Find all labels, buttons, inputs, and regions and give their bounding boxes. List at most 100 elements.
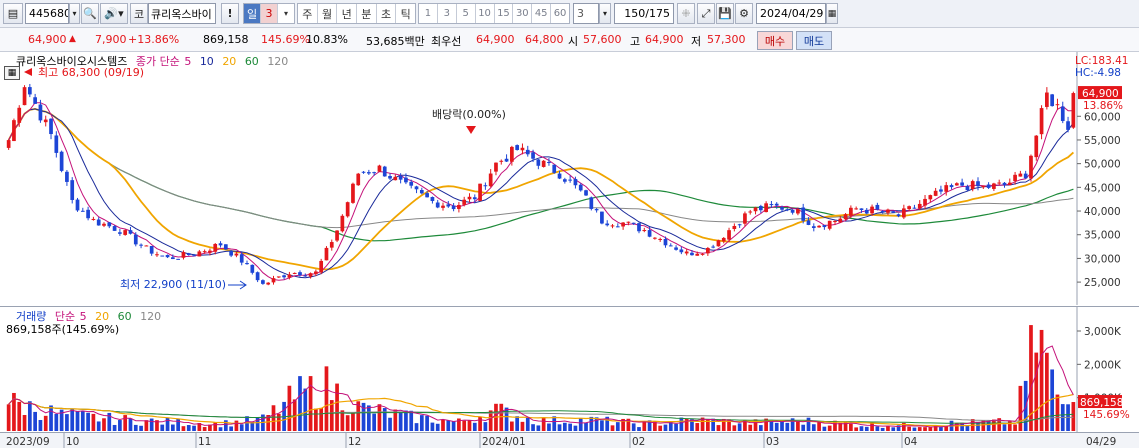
- volume-bar: [1018, 385, 1023, 431]
- date-field[interactable]: 2024/04/29: [756, 3, 826, 24]
- candle-body: [1055, 104, 1060, 106]
- candle-body: [721, 237, 726, 242]
- volume-bar: [536, 425, 541, 431]
- volume-bar: [743, 420, 747, 431]
- volume-bar: [674, 423, 678, 431]
- candle-body: [600, 211, 604, 224]
- candle-body: [674, 247, 678, 250]
- date-axis-label: 2024/01: [482, 436, 526, 448]
- period-dropdown-icon[interactable]: ▾: [283, 9, 288, 18]
- interval-60[interactable]: 60: [553, 8, 567, 19]
- candle-body: [510, 146, 514, 162]
- volume-bar: [483, 422, 488, 431]
- chart-calendar-icon[interactable]: ▦: [4, 66, 20, 80]
- volume-bar: [149, 418, 154, 431]
- interval-5[interactable]: 5: [457, 4, 476, 23]
- candle-body: [65, 171, 69, 182]
- volume-bar: [774, 422, 779, 431]
- interval-input[interactable]: 3: [573, 3, 599, 24]
- volume-bar: [308, 376, 313, 431]
- daily-multiplier[interactable]: 3: [261, 4, 278, 23]
- volume-bar: [186, 425, 191, 431]
- tab-weekly[interactable]: 주: [298, 4, 318, 23]
- volume-bar: [218, 427, 223, 431]
- price-pane[interactable]: 25,000 30,000 35,000 40,000 45,000 50,000 55,0…: [0, 52, 1139, 305]
- interval-45[interactable]: 45: [532, 4, 552, 23]
- crosshair-icon[interactable]: ⁜: [677, 3, 695, 24]
- sell-button[interactable]: 매도: [796, 31, 832, 50]
- high-note: 최고 68,300 (09/19): [38, 66, 144, 79]
- code-dropdown-icon[interactable]: ▾: [69, 3, 80, 24]
- tab-tick[interactable]: 틱: [400, 7, 411, 21]
- candle-body: [149, 246, 154, 254]
- trend-line-icon[interactable]: ⤢: [697, 3, 715, 24]
- calendar-icon[interactable]: ▦: [826, 3, 838, 24]
- stock-code-input[interactable]: 445680: [25, 3, 69, 24]
- volume-bar: [515, 416, 520, 431]
- candle-body: [91, 218, 96, 220]
- candle-body: [356, 173, 361, 186]
- volume-speaker-icon[interactable]: 🔊▾: [100, 3, 128, 24]
- buy-button[interactable]: 매수: [757, 31, 793, 50]
- interval-10[interactable]: 10: [476, 4, 495, 23]
- data-count-field[interactable]: 150/175: [614, 3, 674, 24]
- candle-body: [743, 213, 747, 224]
- tab-minute[interactable]: 분: [357, 4, 377, 23]
- tab-yearly[interactable]: 년: [337, 4, 358, 23]
- corp-name-field[interactable]: 큐리옥스바이: [148, 3, 216, 24]
- tab-monthly[interactable]: 월: [318, 4, 338, 23]
- date-axis-label: 02: [632, 436, 645, 448]
- price-chart[interactable]: 25,000 30,000 35,000 40,000 45,000 50,000 55,0…: [0, 52, 1139, 305]
- volume-bar: [796, 421, 800, 431]
- candle-body: [86, 209, 90, 219]
- volume-bar: [811, 424, 816, 431]
- ma120-label: 120: [267, 55, 289, 68]
- ma20-label: 20: [222, 55, 237, 68]
- tab-second[interactable]: 초: [377, 4, 397, 23]
- volume-bar: [901, 422, 906, 431]
- volume-bar: [610, 425, 615, 431]
- best-quote-label: 최우선: [431, 35, 462, 48]
- period-selector: 일 3 ▾: [243, 3, 295, 24]
- high-arrow-icon: [24, 68, 32, 76]
- candle-body: [361, 171, 366, 173]
- candle-body: [880, 211, 885, 213]
- warning-button[interactable]: !: [221, 3, 239, 24]
- interval-1[interactable]: 1: [419, 4, 438, 23]
- vol-ma20-line: [8, 393, 1074, 427]
- last-volume-label: 869,158: [1080, 397, 1123, 409]
- interval-3[interactable]: 3: [438, 4, 457, 23]
- interval-dropdown-icon[interactable]: ▾: [599, 3, 611, 24]
- volume-bar: [764, 418, 768, 431]
- candle-body: [351, 183, 355, 203]
- candle-body: [780, 207, 784, 210]
- settings-gear-icon[interactable]: ⚙: [735, 3, 753, 24]
- search-icon[interactable]: 🔍: [81, 3, 99, 24]
- candle-body: [864, 209, 869, 214]
- volume-bar: [504, 407, 509, 431]
- price-tick-label: 25,000: [1084, 277, 1121, 289]
- date-axis-label: 04: [904, 436, 918, 448]
- candle-body: [547, 162, 551, 164]
- candle-body: [451, 205, 456, 210]
- tab-daily[interactable]: 일: [244, 4, 261, 23]
- candle-body: [366, 172, 371, 174]
- volume-bar: [695, 423, 700, 431]
- interval-30[interactable]: 30: [513, 4, 533, 23]
- candle-body: [17, 107, 22, 123]
- interval-15[interactable]: 15: [495, 4, 514, 23]
- volume-bar: [398, 411, 403, 431]
- candle-body: [377, 165, 382, 172]
- candle-body: [223, 244, 228, 250]
- volume-bar: [886, 426, 890, 431]
- volume-bar: [499, 403, 504, 431]
- save-icon[interactable]: 💾: [716, 3, 734, 24]
- candle-body: [425, 193, 429, 198]
- candle-body: [520, 147, 525, 151]
- vol-tick-label: 2,000K: [1084, 359, 1122, 371]
- candle-body: [663, 239, 668, 246]
- bid-price: 64,800: [525, 33, 564, 46]
- window-menu-icon[interactable]: ▤: [3, 3, 23, 24]
